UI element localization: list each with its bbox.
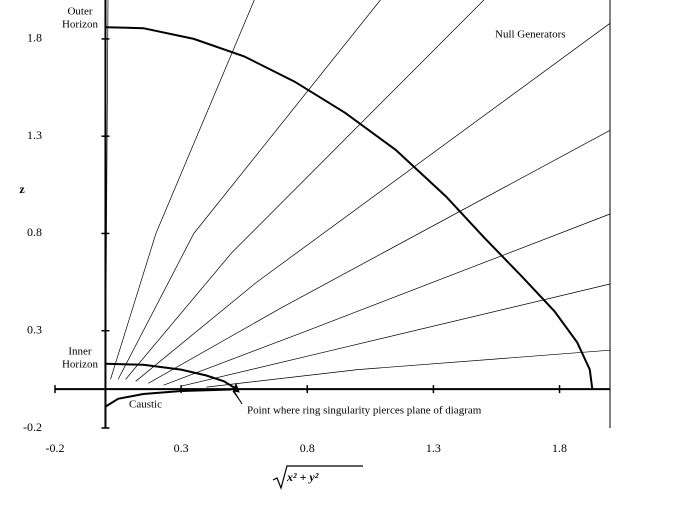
- series-line: [125, 0, 485, 380]
- x-tick-label: 0.8: [300, 441, 315, 455]
- y-axis-label: z: [19, 182, 25, 196]
- annotation: Null Generators: [495, 29, 566, 41]
- series-line: [117, 0, 381, 380]
- annotation: Inner: [68, 346, 92, 358]
- x-tick-label: 1.3: [426, 441, 441, 455]
- series-line: [163, 213, 611, 386]
- series-line: [104, 388, 232, 408]
- annotation: Outer: [67, 6, 92, 18]
- series-line: [135, 23, 611, 382]
- series-line: [148, 129, 611, 384]
- y-tick-label: 0.3: [27, 322, 42, 336]
- annotation: Caustic: [129, 399, 162, 411]
- series-line: [181, 283, 611, 387]
- annotation: Horizon: [62, 359, 99, 371]
- x-tick-label: 1.8: [552, 441, 567, 455]
- y-tick-label: -0.2: [23, 420, 42, 434]
- series-line: [105, 362, 238, 390]
- y-tick-label: 1.3: [27, 128, 42, 142]
- annotation: Horizon: [62, 19, 99, 31]
- x-axis-label: x² + y²: [286, 470, 319, 484]
- series-line: [206, 349, 611, 388]
- pointer-arrow: [232, 382, 243, 405]
- annotation: Point where ring singularity pierces pla…: [247, 405, 482, 417]
- y-tick-label: 1.8: [27, 31, 42, 45]
- x-tick-label: -0.2: [46, 441, 65, 455]
- series-line: [105, 0, 109, 390]
- x-tick-label: 0.3: [174, 441, 189, 455]
- y-tick-label: 0.8: [27, 225, 42, 239]
- series-line: [110, 0, 255, 380]
- series-line: [105, 26, 594, 390]
- radical-sign: [272, 465, 363, 490]
